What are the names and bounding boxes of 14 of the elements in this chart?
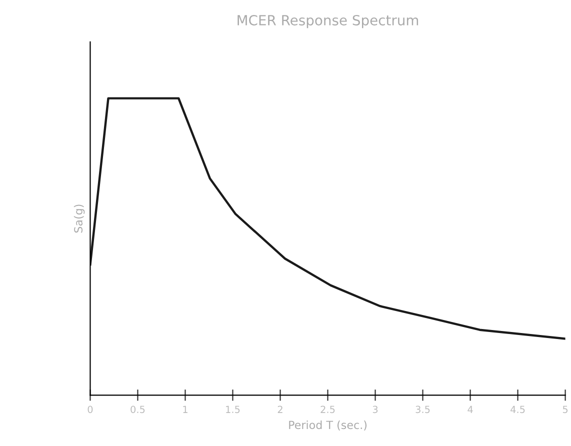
x-tick-label: 2.5: [320, 406, 335, 414]
x-tick-label: 0: [88, 406, 93, 414]
x-tick-label: 1: [183, 406, 188, 413]
chart-title: MCER Response Spectrum: [238, 14, 418, 28]
x-tick-label: 2: [278, 406, 282, 413]
x-tick-label: 5: [562, 406, 568, 414]
x-tick-label: 3.5: [416, 406, 430, 414]
x-tick-label: 3: [372, 406, 378, 414]
x-axis-title: Period T (sec.): [289, 420, 367, 430]
x-tick-label: 4.5: [510, 406, 525, 414]
x-tick-label: 0.5: [130, 406, 145, 414]
x-tick-label: 1.5: [226, 406, 240, 414]
x-tick-label: 4: [468, 406, 473, 413]
y-axis-title: Sa(g): [74, 204, 85, 233]
